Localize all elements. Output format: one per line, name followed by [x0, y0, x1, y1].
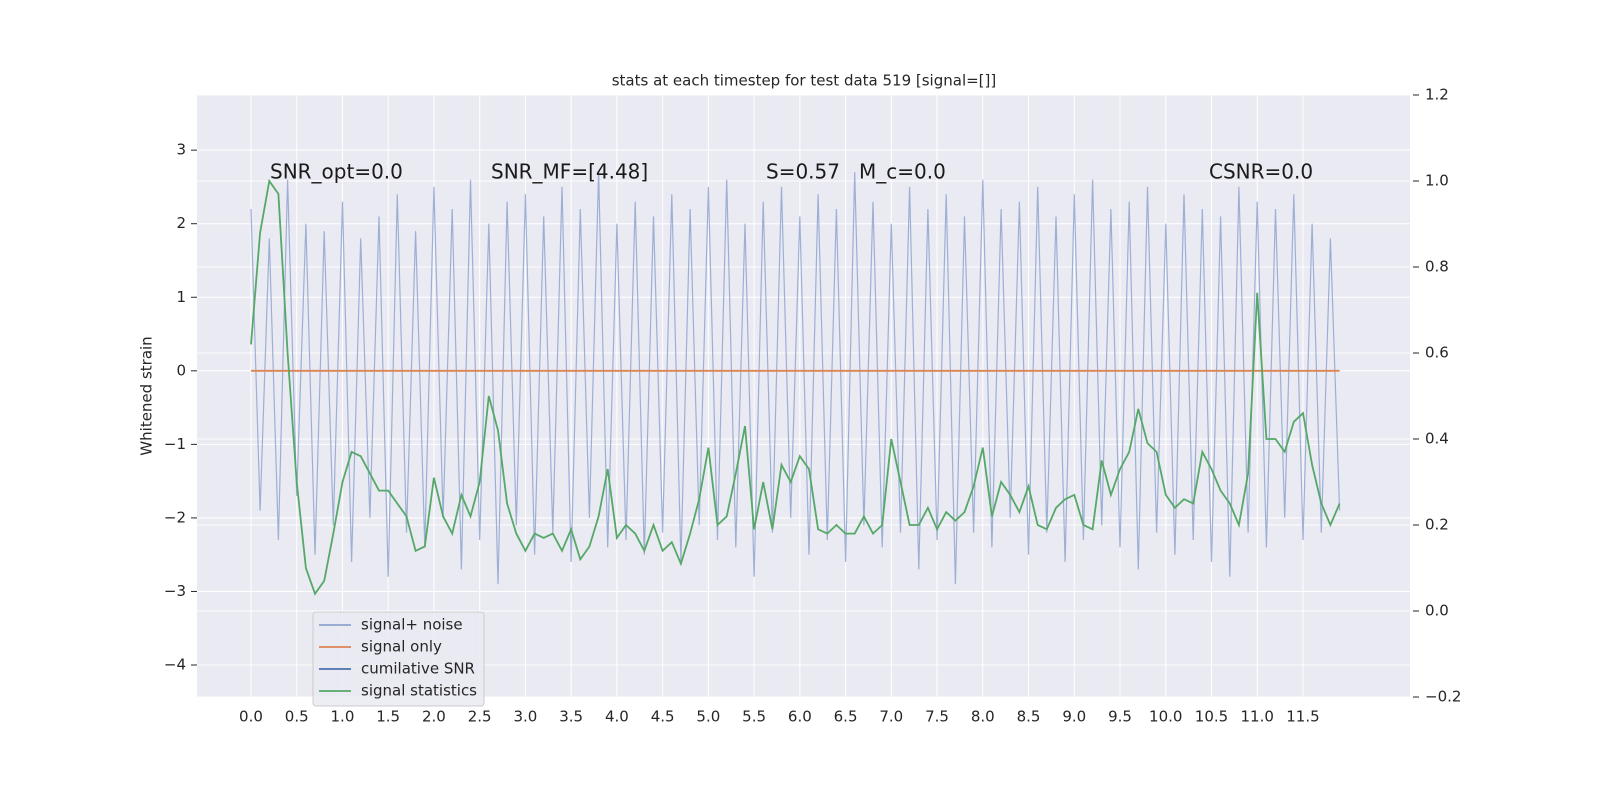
- x-tick-label: 6.5: [834, 708, 858, 726]
- x-tick-label: 8.0: [971, 708, 995, 726]
- x-tick-label: 10.5: [1195, 708, 1228, 726]
- y-tick-label: 3: [176, 141, 186, 159]
- x-tick-label: 3.0: [513, 708, 537, 726]
- x-tick-label: 11.5: [1286, 708, 1319, 726]
- legend-box: [312, 611, 485, 707]
- y-tick-label: −2: [164, 508, 186, 526]
- y-tick-label: −3: [164, 582, 186, 600]
- x-tick-label: 11.0: [1241, 708, 1274, 726]
- x-tick-label: 0.5: [285, 708, 309, 726]
- plot-area: [197, 95, 1410, 697]
- x-tick-label: 9.0: [1062, 708, 1086, 726]
- y-tick-label: 1: [176, 288, 186, 306]
- annotation: SNR_MF=[4.48]: [491, 160, 648, 184]
- x-tick-label: 5.5: [742, 708, 766, 726]
- y2-tick-label: 0.0: [1425, 602, 1449, 620]
- series-line: [250, 172, 1341, 585]
- annotation: M_c=0.0: [859, 160, 946, 184]
- annotation: CSNR=0.0: [1209, 160, 1313, 184]
- x-tick-label: 4.5: [651, 708, 675, 726]
- legend-label: cumilative SNR: [361, 660, 475, 678]
- x-tick-label: 2.0: [422, 708, 446, 726]
- y-tick-label: −1: [164, 435, 186, 453]
- x-tick-label: 2.5: [468, 708, 492, 726]
- x-tick-label: 1.5: [376, 708, 400, 726]
- x-tick-label: 4.0: [605, 708, 629, 726]
- x-tick-label: 3.5: [559, 708, 583, 726]
- y2-tick-label: −0.2: [1425, 688, 1461, 706]
- x-tick-label: 10.0: [1149, 708, 1182, 726]
- chart-title: stats at each timestep for test data 519…: [612, 72, 997, 90]
- y2-tick-label: 0.6: [1425, 344, 1449, 362]
- legend-label: signal only: [361, 638, 442, 656]
- x-tick-label: 1.0: [331, 708, 355, 726]
- x-tick-label: 9.5: [1108, 708, 1132, 726]
- legend-label: signal statistics: [361, 682, 477, 700]
- y2-tick-label: 0.4: [1425, 430, 1449, 448]
- x-tick-label: 0.0: [239, 708, 263, 726]
- y-axis-label: Whitened strain: [138, 336, 156, 455]
- x-tick-label: 6.0: [788, 708, 812, 726]
- x-tick-label: 7.5: [925, 708, 949, 726]
- x-tick-label: 7.0: [879, 708, 903, 726]
- y2-tick-label: 1.0: [1425, 172, 1449, 190]
- series-line: [250, 178, 1341, 596]
- x-tick-label: 5.0: [696, 708, 720, 726]
- annotation: S=0.57: [766, 160, 840, 184]
- y-tick-label: 0: [176, 361, 186, 379]
- x-tick-label: 8.5: [1017, 708, 1041, 726]
- y-tick-label: 2: [176, 214, 186, 232]
- y2-tick-label: 0.8: [1425, 258, 1449, 276]
- legend-label: signal+ noise: [361, 616, 463, 634]
- y2-tick-label: 0.2: [1425, 516, 1449, 534]
- y2-tick-label: 1.2: [1425, 86, 1449, 104]
- annotation: SNR_opt=0.0: [270, 160, 403, 184]
- y-tick-label: −4: [164, 656, 186, 674]
